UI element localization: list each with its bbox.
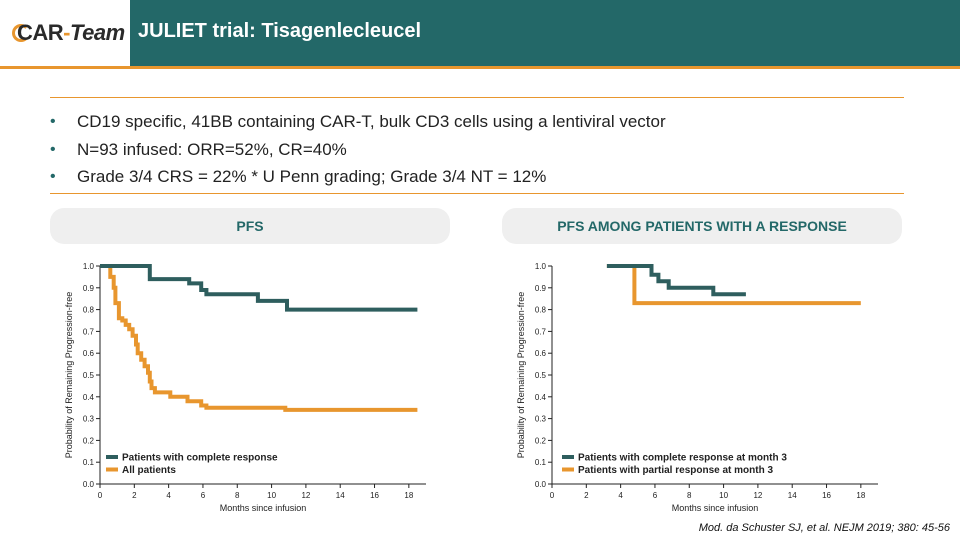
y-tick-label: 0.2 bbox=[83, 436, 95, 445]
bullet-item: Grade 3/4 CRS = 22% * U Penn grading; Gr… bbox=[50, 163, 910, 191]
panel-title-pfs-response: PFS AMONG PATIENTS WITH A RESPONSE bbox=[502, 208, 902, 244]
y-tick-label: 0.7 bbox=[535, 327, 547, 336]
x-tick-label: 16 bbox=[822, 491, 831, 500]
panel-title-pfs: PFS bbox=[50, 208, 450, 244]
y-tick-label: 0.4 bbox=[83, 393, 95, 402]
series-line-0 bbox=[100, 264, 418, 312]
legend-label-1: All patients bbox=[122, 465, 176, 476]
legend-label-0: Patients with complete response bbox=[122, 453, 278, 464]
y-tick-label: 0.9 bbox=[535, 284, 547, 293]
top-rule bbox=[50, 97, 904, 98]
x-tick-label: 10 bbox=[267, 491, 276, 500]
x-tick-label: 6 bbox=[653, 491, 658, 500]
logo-car-text: CAR bbox=[17, 20, 64, 45]
y-tick-label: 0.3 bbox=[535, 415, 547, 424]
bottom-rule bbox=[50, 193, 904, 194]
x-tick-label: 2 bbox=[132, 491, 137, 500]
bullet-list: CD19 specific, 41BB containing CAR-T, bu… bbox=[50, 108, 910, 191]
x-tick-label: 10 bbox=[719, 491, 728, 500]
series-line-1 bbox=[100, 264, 418, 412]
y-axis-label: Probability of Remaining Progression-fre… bbox=[64, 292, 74, 459]
y-tick-label: 0.4 bbox=[535, 393, 547, 402]
header-accent-line bbox=[0, 66, 960, 69]
x-tick-label: 4 bbox=[166, 491, 171, 500]
logo-dash: - bbox=[63, 20, 70, 45]
x-axis-label: Months since infusion bbox=[672, 503, 759, 513]
legend-label-0: Patients with complete response at month… bbox=[578, 453, 787, 464]
title-bar bbox=[130, 0, 960, 66]
x-tick-label: 2 bbox=[584, 491, 589, 500]
y-tick-label: 0.7 bbox=[83, 327, 95, 336]
y-tick-label: 0.5 bbox=[83, 371, 95, 380]
series-line-1 bbox=[606, 264, 861, 306]
x-tick-label: 6 bbox=[201, 491, 206, 500]
logo-team-text: Team bbox=[70, 20, 125, 45]
x-tick-label: 8 bbox=[235, 491, 240, 500]
y-tick-label: 0.3 bbox=[83, 415, 95, 424]
x-tick-label: 0 bbox=[550, 491, 555, 500]
pfs-chart: 0.0 0.1 0.2 0.3 0.4 0.5 0.6 0.7 0.8 0.9 1.0 0 2 4 6 8 10… bbox=[64, 262, 426, 513]
x-tick-label: 14 bbox=[788, 491, 797, 500]
bullet-item: N=93 infused: ORR=52%, CR=40% bbox=[50, 136, 910, 164]
x-tick-label: 0 bbox=[98, 491, 103, 500]
x-tick-label: 12 bbox=[753, 491, 762, 500]
y-tick-label: 0.2 bbox=[535, 436, 547, 445]
logo-area: CAR-Team bbox=[0, 0, 130, 66]
y-tick-label: 0.0 bbox=[535, 480, 547, 489]
x-tick-label: 14 bbox=[336, 491, 345, 500]
y-tick-label: 0.0 bbox=[83, 480, 95, 489]
x-tick-label: 18 bbox=[856, 491, 865, 500]
x-tick-label: 12 bbox=[301, 491, 310, 500]
slide-title: JULIET trial: Tisagenlecleucel bbox=[138, 20, 422, 42]
slide-header: CAR-Team JULIET trial: Tisagenlecleucel bbox=[0, 0, 960, 69]
car-team-logo: CAR-Team bbox=[12, 20, 125, 46]
x-tick-label: 16 bbox=[370, 491, 379, 500]
y-tick-label: 1.0 bbox=[535, 262, 547, 271]
y-tick-label: 0.5 bbox=[535, 371, 547, 380]
x-tick-label: 4 bbox=[618, 491, 623, 500]
y-tick-label: 0.8 bbox=[535, 306, 547, 315]
y-tick-label: 0.1 bbox=[535, 458, 547, 467]
bullet-item: CD19 specific, 41BB containing CAR-T, bu… bbox=[50, 108, 910, 136]
y-tick-label: 0.6 bbox=[535, 349, 547, 358]
y-tick-label: 1.0 bbox=[83, 262, 95, 271]
y-tick-label: 0.1 bbox=[83, 458, 95, 467]
citation: Mod. da Schuster SJ, et al. NEJM 2019; 3… bbox=[698, 522, 950, 534]
series-line-0 bbox=[606, 264, 746, 297]
y-tick-label: 0.9 bbox=[83, 284, 95, 293]
x-axis-label: Months since infusion bbox=[220, 503, 307, 513]
legend-label-1: Patients with partial response at month … bbox=[578, 465, 773, 476]
y-tick-label: 0.6 bbox=[83, 349, 95, 358]
logo-ring-icon bbox=[12, 24, 30, 42]
x-tick-label: 18 bbox=[404, 491, 413, 500]
y-axis-label: Probability of Remaining Progression-fre… bbox=[516, 292, 526, 459]
x-tick-label: 8 bbox=[687, 491, 692, 500]
pfs-response-chart: 0.0 0.1 0.2 0.3 0.4 0.5 0.6 0.7 0.8 0.9 1.0 0 2 4 6 8 10… bbox=[516, 262, 878, 513]
y-tick-label: 0.8 bbox=[83, 306, 95, 315]
